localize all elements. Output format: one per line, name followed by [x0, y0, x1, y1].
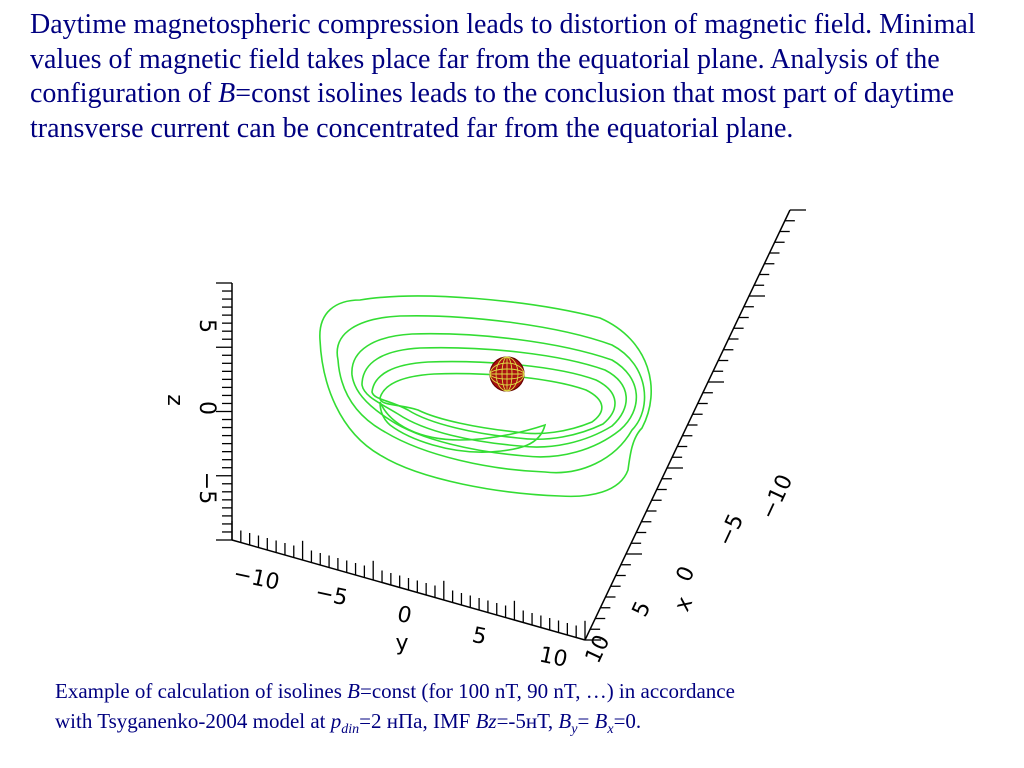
z-tick-label-5: 5 [194, 319, 219, 333]
earth-sphere-icon [489, 356, 525, 392]
z-tick-label-0: 0 [194, 401, 219, 415]
caption-line-1: Example of calculation of isolines B=con… [55, 676, 1015, 706]
x-tick-label-5: 5 [628, 598, 657, 621]
isoline-5 [371, 360, 616, 441]
y-tick-label-minus5: −5 [313, 580, 350, 611]
caption-var-bx-sub: x [607, 722, 614, 738]
caption-text-1c: =const (for 100 nT, 90 nT, …) in accorda… [360, 679, 735, 703]
y-tick-label-0: 0 [395, 602, 414, 629]
caption-text-2a: with Tsyganenko-2004 model at [55, 709, 331, 733]
x-tick-label-minus5: −5 [713, 510, 749, 550]
paragraph-var-b: B [218, 78, 236, 109]
y-axis-label: y [395, 631, 408, 656]
paragraph-text-2: =const isolines leads to the conclusion … [30, 78, 955, 144]
description-paragraph: Daytime magnetospheric compression leads… [30, 8, 1015, 146]
y-axis-ticks [231, 520, 586, 640]
caption-var-bx: B [594, 709, 608, 733]
isoline-2 [336, 314, 646, 474]
caption-var-bz: Bz [475, 709, 497, 733]
caption-text-eq: = [577, 709, 595, 733]
x-tick-label-minus10: −10 [756, 471, 798, 524]
x-axis-label: x [670, 593, 698, 615]
isoline-4 [361, 346, 627, 448]
caption-text-1a: Example of calculation of isolines [55, 679, 348, 703]
x-tick-label-0: 0 [672, 563, 701, 586]
plot-axes [231, 209, 791, 641]
caption-text-end: =0. [613, 709, 642, 733]
caption-var-by-sub: y [571, 722, 578, 738]
y-tick-label-minus10: −10 [231, 562, 282, 596]
caption-var-by: B [558, 709, 572, 733]
z-axis-label: z [162, 394, 187, 406]
z-axis-ticks [216, 282, 232, 541]
paragraph-text-1: Daytime magnetospheric compression leads… [30, 9, 976, 109]
caption-text-2b: =2 нПа, IMF [359, 709, 476, 733]
isolines-group [319, 295, 652, 498]
z-tick-label-minus5: −5 [194, 472, 219, 504]
caption-line-2: with Tsyganenko-2004 model at pdin=2 нПа… [55, 706, 1015, 745]
caption-text-2c: =-5нТ, [496, 709, 559, 733]
isoline-inner-6 [379, 372, 603, 435]
caption-var-p: p [330, 709, 342, 733]
x-axis-ticks [585, 209, 806, 641]
caption-var-p-sub: din [341, 722, 360, 738]
y-tick-label-5: 5 [470, 623, 489, 650]
isoline-front-lobe [379, 401, 547, 453]
caption-var-b: B [347, 679, 360, 703]
y-tick-label-10: 10 [537, 643, 570, 673]
isoline-outer-1 [319, 295, 652, 498]
figure-caption: Example of calculation of isolines B=con… [55, 676, 1015, 745]
